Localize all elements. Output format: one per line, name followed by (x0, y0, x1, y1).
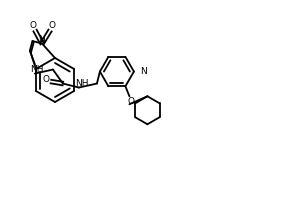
Text: O: O (42, 75, 50, 84)
Text: NH: NH (75, 79, 89, 88)
Text: O: O (29, 21, 37, 30)
Text: N: N (140, 67, 147, 76)
Text: O: O (128, 97, 135, 106)
Text: O: O (49, 21, 56, 30)
Text: NH: NH (30, 65, 44, 74)
Text: N: N (38, 35, 45, 44)
